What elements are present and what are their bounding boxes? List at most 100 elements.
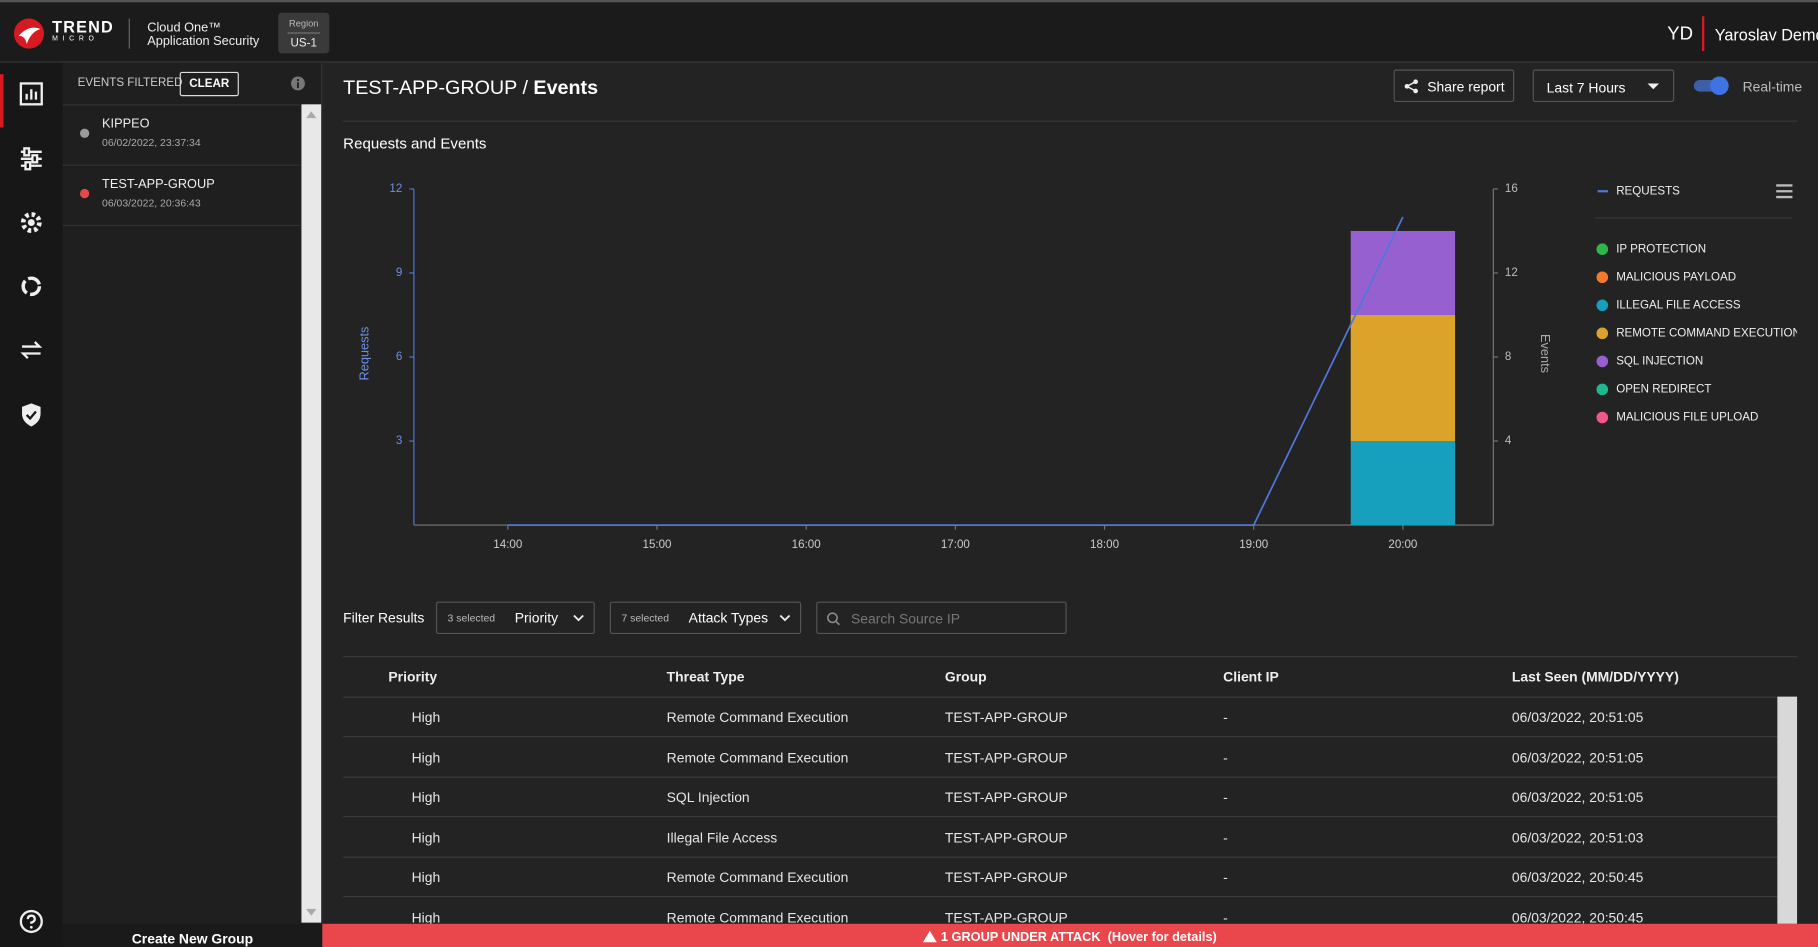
legend-label[interactable]: MALICIOUS FILE UPLOAD bbox=[1616, 412, 1758, 424]
divider bbox=[62, 104, 301, 106]
x-tick-label: 20:00 bbox=[1388, 539, 1417, 551]
priority-filter[interactable]: 3 selected Priority bbox=[435, 601, 595, 635]
table-scrollbar[interactable] bbox=[1777, 696, 1798, 924]
dashboard-icon[interactable] bbox=[19, 81, 45, 107]
y-tick-label: 6 bbox=[396, 351, 402, 363]
search-icon bbox=[826, 612, 840, 626]
status-dot bbox=[79, 128, 90, 138]
product: Cloud One™ bbox=[147, 20, 221, 35]
user-initials[interactable]: YD bbox=[1667, 24, 1693, 45]
priority-cell: High bbox=[411, 709, 441, 726]
line bbox=[507, 216, 1404, 526]
user-name[interactable]: Yaroslav Demo bbox=[1714, 25, 1818, 45]
group-list: KIPPEO 06/02/2022, 23:37:34 TEST-APP-GROUP… bbox=[62, 105, 301, 905]
region-label: Region bbox=[289, 18, 319, 29]
column-header[interactable]: Client IP bbox=[1223, 668, 1279, 686]
share-button[interactable]: Share report bbox=[1393, 69, 1515, 103]
scroll-down[interactable] bbox=[306, 908, 317, 916]
attack-banner[interactable]: 1 GROUP UNDER ATTACK (Hover for details) bbox=[322, 923, 1818, 947]
legend-label[interactable]: ILLEGAL FILE ACCESS bbox=[1616, 299, 1741, 311]
priority-count: 3 selected bbox=[447, 612, 496, 624]
group-date: 06/03/2022, 20:36:43 bbox=[102, 197, 201, 209]
attack-label: Attack Types bbox=[688, 609, 769, 626]
y2-tick-label: 16 bbox=[1505, 183, 1518, 195]
product-sub: Application Security bbox=[147, 34, 260, 49]
sync-icon[interactable] bbox=[19, 274, 45, 300]
column-header[interactable]: Last Seen (MM/DD/YYYY) bbox=[1511, 668, 1679, 686]
active-indicator bbox=[0, 74, 4, 128]
row-divider bbox=[343, 696, 1778, 698]
priority-cell: High bbox=[411, 749, 441, 766]
range-select[interactable]: Last 7 Hours bbox=[1532, 69, 1675, 103]
region: US-1 bbox=[290, 37, 317, 50]
realtime-label: Real-time bbox=[1742, 78, 1803, 96]
transfer-icon[interactable] bbox=[19, 337, 45, 363]
legend-label[interactable]: IP PROTECTION bbox=[1616, 243, 1706, 255]
legend-swatch bbox=[1596, 355, 1609, 368]
policy-icon[interactable] bbox=[19, 146, 45, 172]
table-cell: - bbox=[1223, 909, 1228, 924]
info-icon[interactable] bbox=[290, 75, 306, 91]
group-name: KIPPEO bbox=[102, 117, 150, 131]
bar-segment bbox=[1350, 314, 1456, 442]
divider bbox=[343, 656, 1798, 658]
settings-icon[interactable] bbox=[19, 210, 45, 236]
table-cell: TEST-APP-GROUP bbox=[944, 909, 1068, 924]
title-group: TEST-APP-GROUP bbox=[343, 76, 517, 99]
row-divider bbox=[343, 776, 1778, 778]
caret bbox=[573, 614, 584, 622]
column-header[interactable]: Priority bbox=[388, 668, 438, 686]
group-name: TEST-APP-GROUP bbox=[102, 177, 215, 192]
y2-axis-title: Events bbox=[1538, 334, 1553, 373]
attack-filter[interactable]: 7 selected Attack Types bbox=[609, 601, 802, 635]
legend-swatch bbox=[1596, 327, 1609, 340]
region-box[interactable]: Region US-1 bbox=[278, 12, 330, 54]
search-box[interactable]: Search Source IP bbox=[816, 601, 1067, 635]
side-nav bbox=[0, 62, 63, 947]
priority-cell: High bbox=[411, 829, 441, 846]
table-cell: - bbox=[1223, 789, 1228, 806]
row-divider bbox=[343, 816, 1778, 818]
help-icon[interactable] bbox=[19, 909, 45, 935]
legend-label[interactable]: OPEN REDIRECT bbox=[1616, 384, 1711, 396]
row-divider bbox=[343, 736, 1778, 738]
legend-label[interactable]: REMOTE COMMAND EXECUTION bbox=[1616, 327, 1797, 339]
legend-swatch bbox=[1596, 411, 1609, 424]
row-divider bbox=[343, 855, 1778, 858]
legend-swatch bbox=[1596, 299, 1609, 312]
create-group-button[interactable]: Create New Group bbox=[62, 923, 323, 947]
table-cell: 06/03/2022, 20:51:05 bbox=[1511, 789, 1644, 806]
realtime-toggle[interactable] bbox=[1693, 75, 1732, 96]
table-cell: TEST-APP-GROUP bbox=[944, 829, 1068, 846]
column-header[interactable]: Threat Type bbox=[666, 668, 745, 686]
brand: TREND bbox=[52, 17, 114, 36]
legend-swatch bbox=[1596, 383, 1609, 396]
legend-label[interactable]: SQL INJECTION bbox=[1616, 355, 1703, 367]
x-tick-label: 14:00 bbox=[493, 539, 522, 551]
group-item[interactable]: TEST-APP-GROUP 06/03/2022, 20:36:43 bbox=[62, 166, 301, 227]
panel-title: Requests and Events bbox=[343, 134, 487, 152]
caret bbox=[1647, 83, 1660, 90]
search-placeholder: Search Source IP bbox=[850, 610, 961, 628]
shield-icon[interactable] bbox=[19, 401, 45, 429]
legend-label[interactable]: MALICIOUS PAYLOAD bbox=[1616, 271, 1736, 283]
legend-swatch bbox=[1596, 243, 1609, 256]
priority-label: Priority bbox=[514, 609, 559, 626]
priority-cell: High bbox=[411, 909, 441, 924]
clear-button[interactable]: CLEAR bbox=[179, 71, 239, 97]
share-icon bbox=[1404, 79, 1418, 94]
x-tick-label: 18:00 bbox=[1090, 539, 1119, 551]
legend-label[interactable]: REQUESTS bbox=[1616, 185, 1680, 197]
scroll-up[interactable] bbox=[306, 111, 317, 119]
legend-swatch bbox=[1596, 271, 1609, 284]
y2-tick-label: 8 bbox=[1505, 351, 1511, 363]
group-item[interactable]: KIPPEO 06/02/2022, 23:37:34 bbox=[62, 105, 301, 166]
group-date: 06/02/2022, 23:37:34 bbox=[102, 136, 201, 149]
table-cell: Illegal File Access bbox=[666, 829, 778, 846]
scrollbar[interactable] bbox=[301, 104, 322, 923]
divider bbox=[128, 18, 130, 49]
column-header[interactable]: Group bbox=[944, 668, 987, 686]
table-cell: Remote Command Execution bbox=[666, 709, 849, 726]
